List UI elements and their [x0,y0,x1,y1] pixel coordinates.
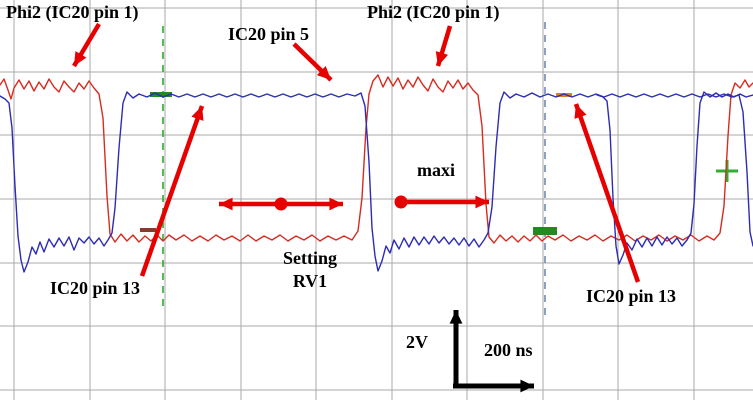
green-blob-low-right [533,227,557,235]
label-volts-per-div: 2V [406,332,428,352]
label-setting-rv1: Setting RV1 [260,247,360,293]
annotation-arrows [72,22,641,393]
label-pin13-right: IC20 pin 13 [586,286,677,306]
label-time-per-div: 200 ns [484,340,533,360]
arrow-pin13-right [573,103,641,283]
label-pin5: IC20 pin 5 [228,24,310,44]
waveform-traces [0,74,753,273]
maroon-tick-low-left [140,228,156,232]
label-pin13-left: IC20 pin 13 [50,278,141,298]
trace-phi2-ic20-pin-1- [0,74,753,244]
trace-ic20-pin-13 [596,91,753,265]
green-tick-high-left [150,92,172,97]
label-maxi: maxi [417,160,455,180]
cursor-lines [162,22,546,316]
label-phi2-left: Phi2 (IC20 pin 1) [6,2,139,22]
orange-tick-high-right [556,93,572,97]
trace-ic20-pin-5 [0,91,753,273]
label-setting-line2: RV1 [292,271,328,291]
label-phi2-right: Phi2 (IC20 pin 1) [367,2,500,22]
label-setting-line1: Setting [283,248,337,268]
arrow-pin13-left [139,105,205,277]
